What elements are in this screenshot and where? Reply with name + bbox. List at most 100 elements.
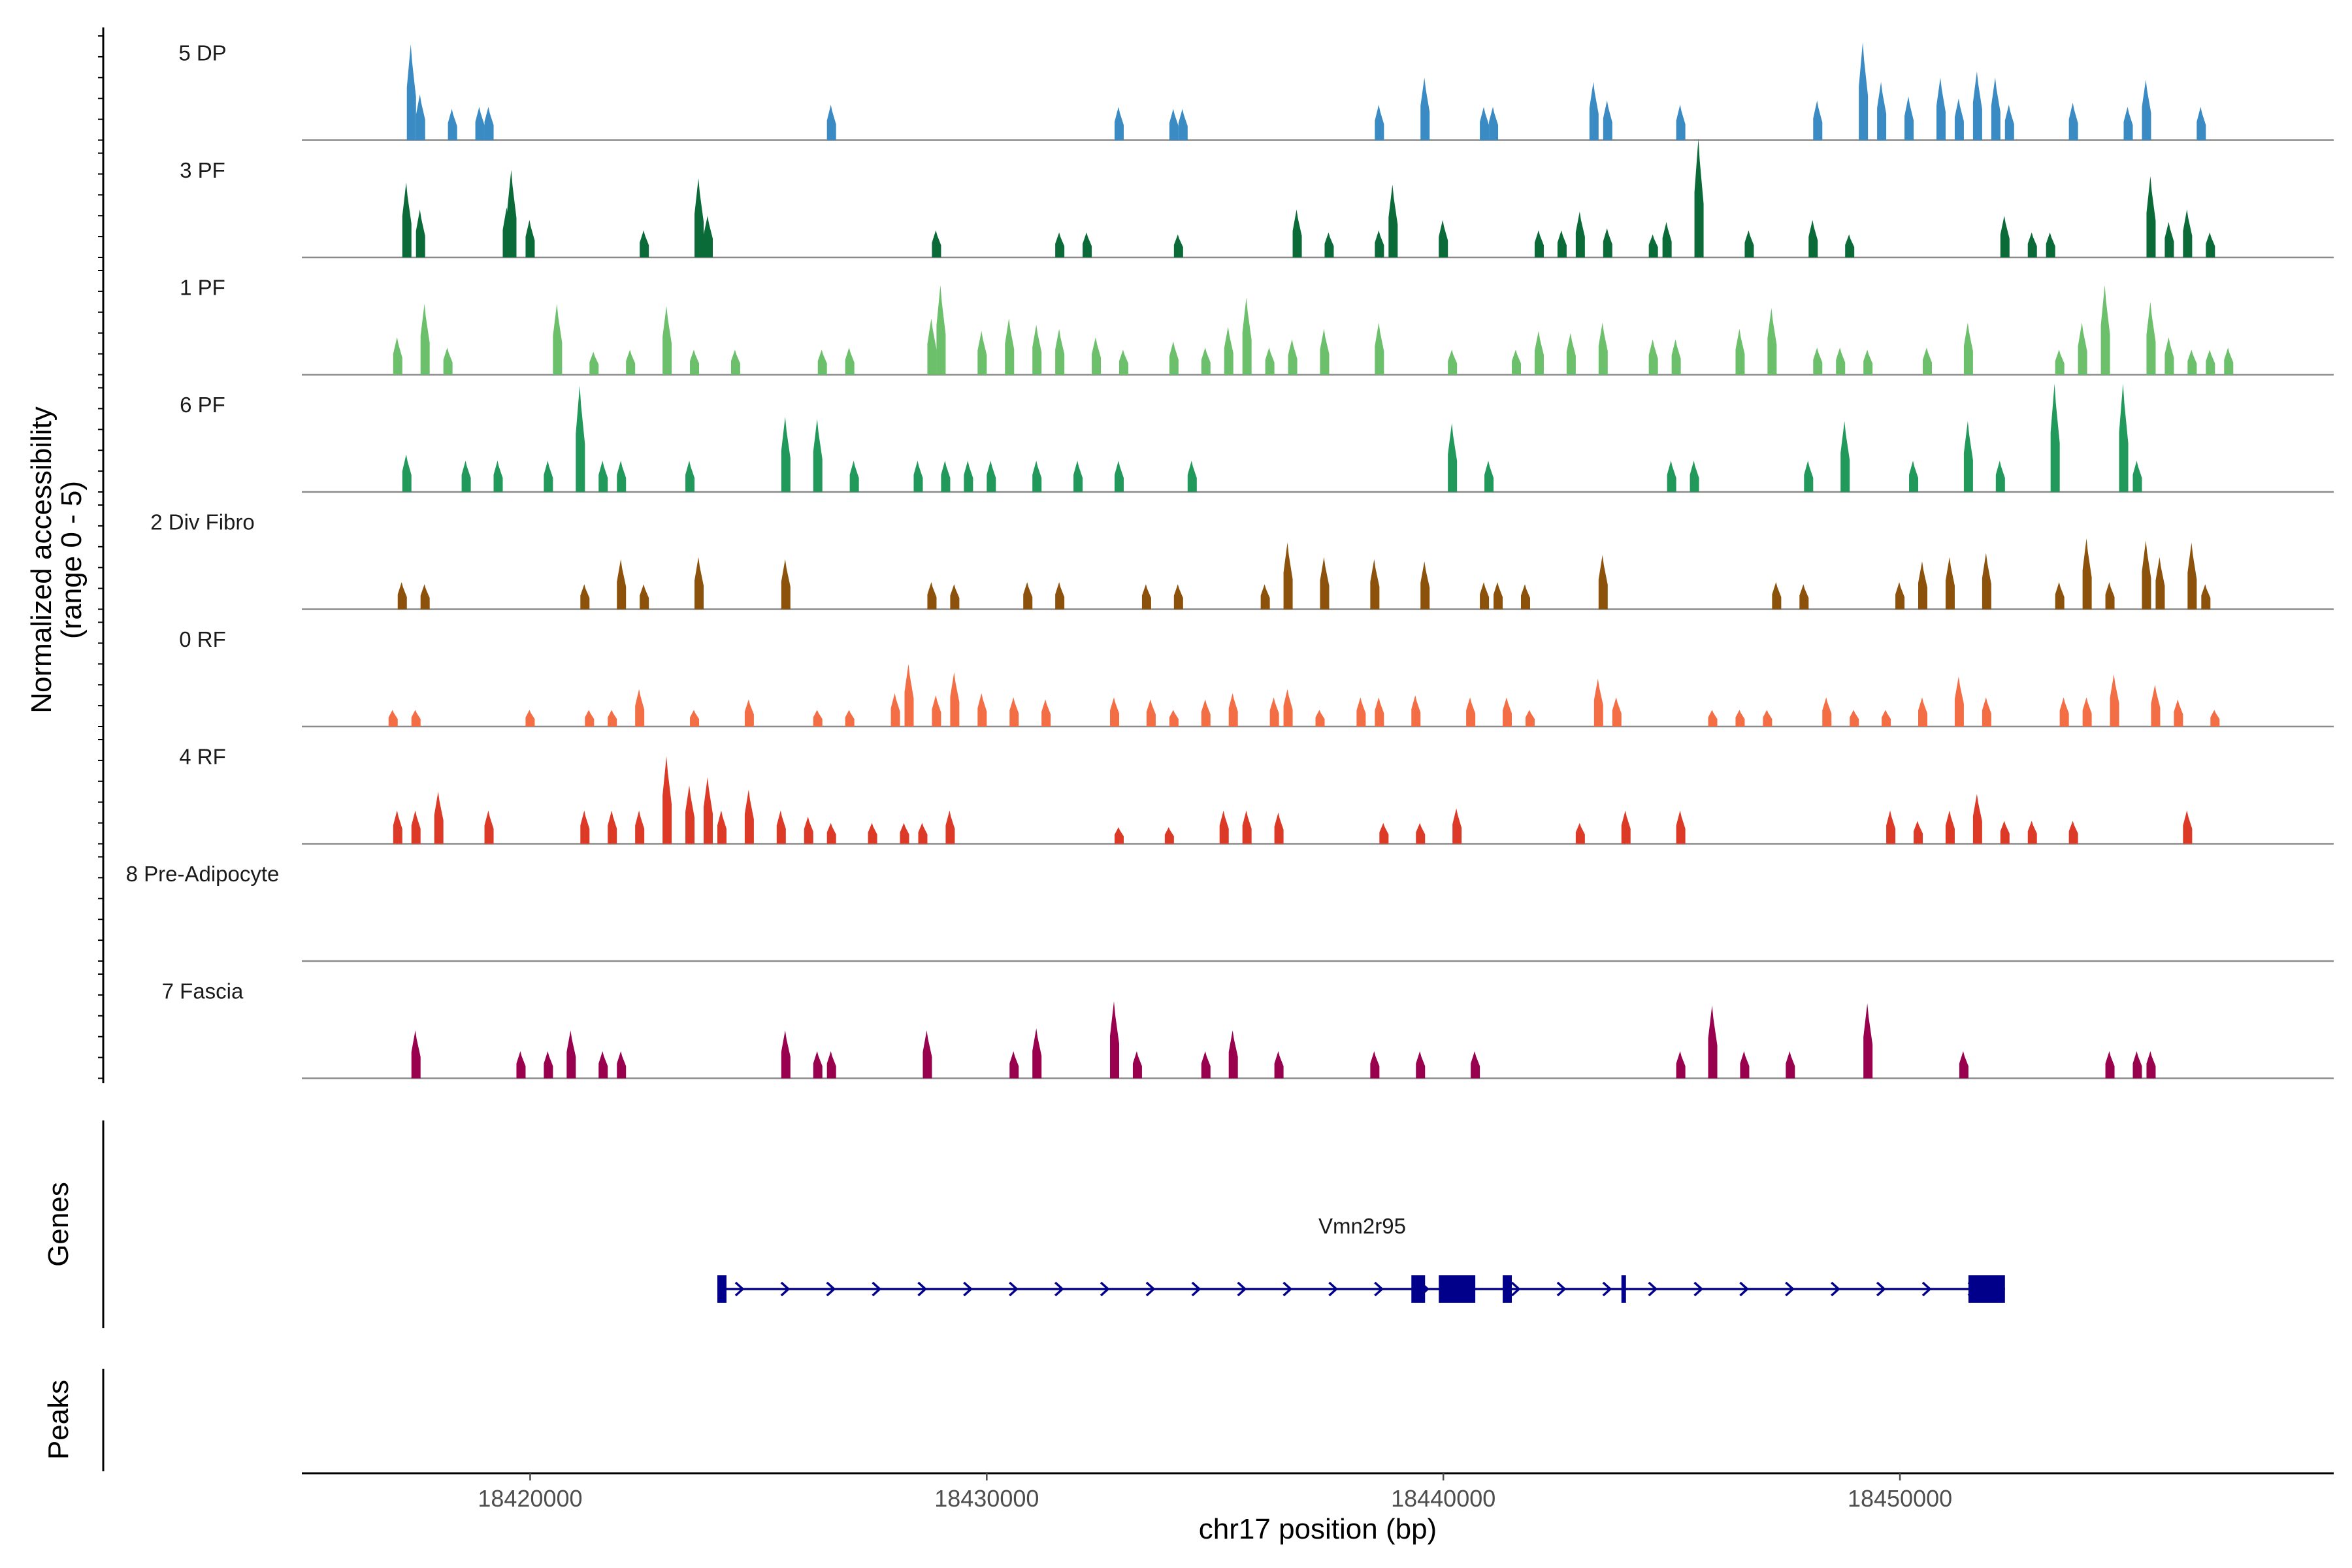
coverage-peak [1169,341,1179,375]
coverage-peak [781,1030,791,1079]
coverage-peak [507,170,517,257]
coverage-peak [2068,821,2078,844]
coverage-peak [2146,1051,2156,1079]
coverage-peak [2027,821,2037,844]
coverage-peak [1954,98,1964,140]
coverage-peak [987,461,996,492]
coverage-peak [1534,331,1544,375]
coverage-peak [1320,329,1330,375]
coverage-peak [950,584,960,610]
coverage-peak [690,350,700,375]
coverage-peak [1201,699,1211,727]
coverage-peak [923,1030,932,1079]
coverage-peak [420,584,430,610]
coverage-peak [813,419,823,492]
coverage-peak [685,461,695,492]
coverage-peak [868,823,877,844]
track-label: 5 DP [178,41,226,65]
strand-arrow [1876,1281,1886,1297]
coverage-peak [1283,689,1293,727]
coverage-peak [2100,285,2110,375]
x-axis-tick-label: 18440000 [1391,1485,1495,1512]
coverage-peak [1708,1005,1718,1079]
coverage-peak [2210,710,2220,727]
coverage-peak [416,209,425,257]
coverage-peak [1850,710,1859,727]
coverage-peak [416,94,425,140]
coverage-peak [1201,348,1211,375]
accessibility-y-axis [98,27,105,1083]
coverage-peak [1055,582,1065,610]
coverage-peak [977,693,987,727]
coverage-peak [1836,348,1846,375]
coverage-peak [1904,96,1914,140]
coverage-peak [932,230,941,257]
coverage-peak [1972,71,1982,140]
coverage-peak [1813,100,1823,140]
coverage-peak [1083,232,1092,257]
coverage-peak [2187,542,2197,610]
coverage-peak [685,785,695,844]
coverage-peak [913,461,923,492]
coverage-peak [1694,139,1704,257]
track-label: 1 PF [180,276,225,300]
coverage-peak [927,582,937,610]
strand-arrow [1693,1281,1704,1297]
coverage-peak [1228,1030,1238,1079]
coverage-peak [1141,584,1151,610]
strand-arrow [1374,1281,1384,1297]
coverage-peak [566,1030,576,1079]
coverage-peak [393,337,402,375]
strand-arrow [1602,1281,1612,1297]
coverage-peak [484,106,494,140]
coverage-peak [1954,676,1964,727]
gene-exon [1503,1275,1512,1303]
coverage-peak [406,44,416,140]
coverage-peak [1164,826,1174,844]
coverage-peak [1525,710,1535,727]
coverage-peak [525,220,535,257]
coverage-peak [1242,810,1252,844]
coverage-peak [1439,220,1448,257]
coverage-peak [1379,823,1389,844]
track-label: 2 Div Fibro [150,510,255,534]
strand-arrow [1831,1281,1840,1297]
track-6-pf: 6 PF [180,384,2334,493]
coverage-peak [826,823,836,844]
coverage-peak [717,810,727,844]
coverage-peak [1388,184,1398,257]
coverage-peak [1840,421,1850,492]
coverage-peak [1375,105,1384,140]
coverage-peak [1242,297,1252,375]
coverage-peak [1169,108,1179,140]
coverage-peak [2187,350,2197,375]
coverage-peak [1320,557,1330,610]
coverage-tracks: 5 DP 3 PF 1 PF 6 PF 2 Div Fibro 0 RF 4 RF 8 Pre… [126,41,2334,1079]
coverage-peak [776,810,786,844]
coverage-peak [1914,821,1923,844]
coverage-peak [1292,209,1302,257]
coverage-peak [2146,176,2156,257]
coverage-peak [544,1051,553,1079]
coverage-peak [1055,329,1065,375]
coverage-peak [1566,333,1576,375]
coverage-peak [2197,106,2206,140]
coverage-peak [1804,461,1814,492]
coverage-peak [1676,810,1686,844]
x-axis-tick-label: 18420000 [478,1485,582,1512]
coverage-peak [1173,584,1183,610]
coverage-peak [1448,350,1458,375]
coverage-peak [411,1030,421,1079]
strand-arrow [1237,1281,1247,1297]
coverage-peak [945,810,955,844]
coverage-peak [1603,228,1612,257]
coverage-peak [580,584,590,610]
coverage-peak [1648,339,1658,375]
coverage-peak [1690,461,1699,492]
coverage-peak [690,710,700,727]
coverage-peak [640,584,649,610]
coverage-peak [2082,538,2092,610]
coverage-peak [434,791,444,844]
coverage-peak [448,108,457,140]
gene-exon [1968,1275,2005,1303]
